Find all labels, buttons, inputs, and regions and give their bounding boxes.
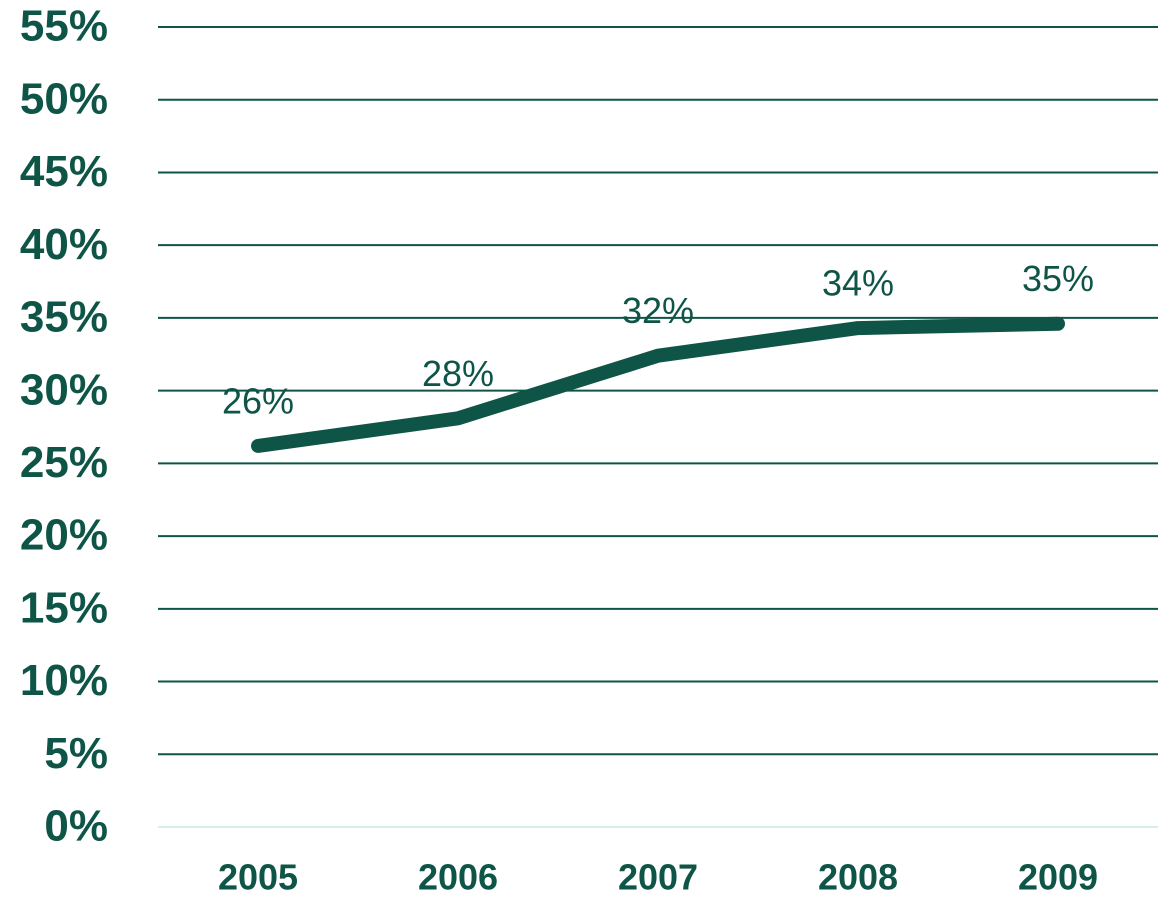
data-label: 35% [1022, 258, 1094, 299]
y-tick-label: 55% [20, 2, 108, 51]
x-tick-label: 2006 [418, 857, 498, 898]
y-tick-label: 20% [20, 511, 108, 560]
data-label: 32% [622, 290, 694, 331]
data-label: 28% [422, 353, 494, 394]
y-tick-label: 30% [20, 365, 108, 414]
y-tick-label: 15% [20, 583, 108, 632]
x-tick-label: 2009 [1018, 857, 1098, 898]
data-label: 34% [822, 263, 894, 304]
line [251, 316, 1065, 453]
y-tick-label: 50% [20, 74, 108, 123]
y-tick-label: 0% [44, 802, 108, 851]
y-tick-label: 35% [20, 293, 108, 342]
y-tick-label: 10% [20, 656, 108, 705]
x-tick-label: 2005 [218, 857, 298, 898]
y-tick-label: 40% [20, 220, 108, 269]
y-tick-label: 5% [44, 729, 108, 778]
x-tick-label: 2008 [818, 857, 898, 898]
x-tick-label: 2007 [618, 857, 698, 898]
data-label: 26% [222, 380, 294, 421]
y-tick-label: 25% [20, 438, 108, 487]
y-tick-label: 45% [20, 147, 108, 196]
